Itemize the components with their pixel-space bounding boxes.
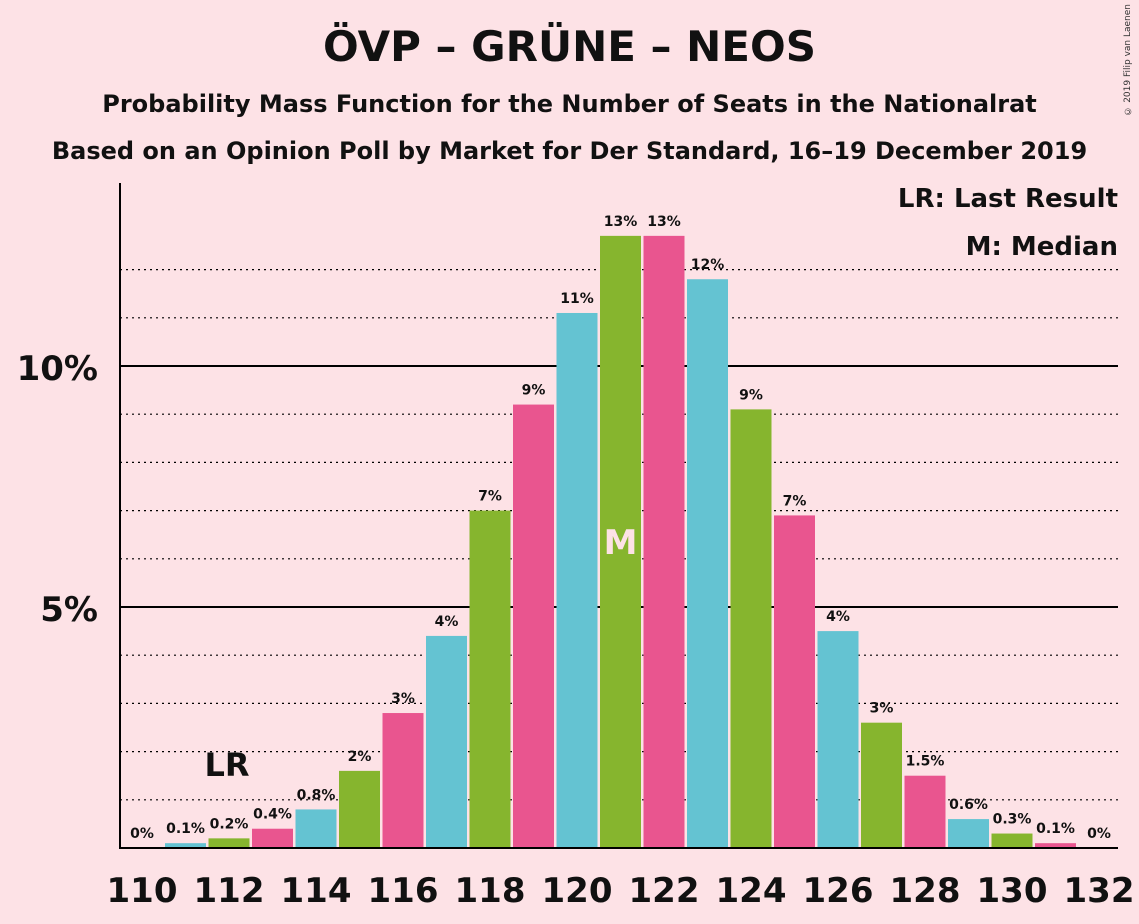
bar-seat-129 [948,819,989,848]
x-tick-label: 118 [455,871,526,911]
bar-seat-119 [513,404,554,848]
y-tick-label: 5% [40,590,98,630]
chart-title: ÖVP – GRÜNE – NEOS [323,22,816,71]
bar-value-label: 0.1% [1036,821,1075,837]
bar-value-label: 0% [130,826,154,842]
bar-value-label: 7% [783,493,807,509]
bar-value-label: 4% [826,609,850,625]
bar-value-label: 0.6% [949,797,988,813]
bar-seat-128 [904,775,946,848]
bar-value-label: 9% [522,383,546,399]
x-tick-label: 116 [368,871,439,911]
legend-median: M: Median [965,232,1118,262]
bar-value-label: 7% [478,489,502,505]
bar-value-label: 11% [560,291,594,307]
bar-seat-113 [252,828,293,848]
bar-value-label: 0% [1087,826,1111,842]
chart-subtitle: Probability Mass Function for the Number… [102,90,1037,118]
last-result-marker: LR [204,746,249,784]
bar-seat-126 [817,631,859,848]
bar-seat-122 [643,235,685,849]
bar-value-label: 0.4% [253,807,292,823]
x-tick-label: 132 [1064,871,1135,911]
bar-value-label: 1.5% [906,754,945,770]
x-tick-label: 110 [107,871,178,911]
bar-seat-112 [208,838,250,848]
bar-value-label: 13% [604,214,638,230]
bar-value-label: 3% [870,701,894,717]
bar-value-label: 0.2% [210,816,249,832]
bar-seat-125 [774,515,815,848]
bar-value-label: 2% [348,749,372,765]
bar-value-label: 9% [739,387,763,403]
bar-seat-127 [861,722,902,848]
bar-seat-123 [687,279,728,848]
bar-value-label: 4% [435,614,459,630]
x-tick-label: 120 [542,871,613,911]
x-tick-label: 112 [194,871,265,911]
y-tick-label: 10% [17,349,98,389]
bar-seat-130 [991,833,1033,848]
x-tick-label: 128 [890,871,961,911]
bar-seat-114 [295,809,337,848]
bar-value-label: 13% [647,214,681,230]
median-marker: M [604,523,638,563]
bar-seat-117 [426,635,467,848]
bar-value-label: 0.3% [993,812,1032,828]
x-tick-label: 126 [803,871,874,911]
x-tick-label: 130 [977,871,1048,911]
bar-value-label: 3% [391,691,415,707]
bar-seat-115 [339,770,380,848]
bar-seat-124 [730,409,772,848]
bar-value-label: 0.8% [297,787,336,803]
bar-seat-111 [165,843,206,848]
legend-last-result: LR: Last Result [897,184,1118,214]
x-tick-label: 124 [716,871,787,911]
bar-seat-121 [600,235,641,849]
bar-value-label: 0.1% [166,821,205,837]
bar-seat-131 [1035,843,1076,848]
chart-source-line: Based on an Opinion Poll by Market for D… [51,137,1088,165]
x-tick-label: 114 [281,871,352,911]
bar-value-label: 12% [691,257,725,273]
bar-seat-120 [556,312,598,849]
bar-seat-116 [382,713,424,848]
x-tick-label: 122 [629,871,700,911]
bar-seat-118 [469,510,511,848]
